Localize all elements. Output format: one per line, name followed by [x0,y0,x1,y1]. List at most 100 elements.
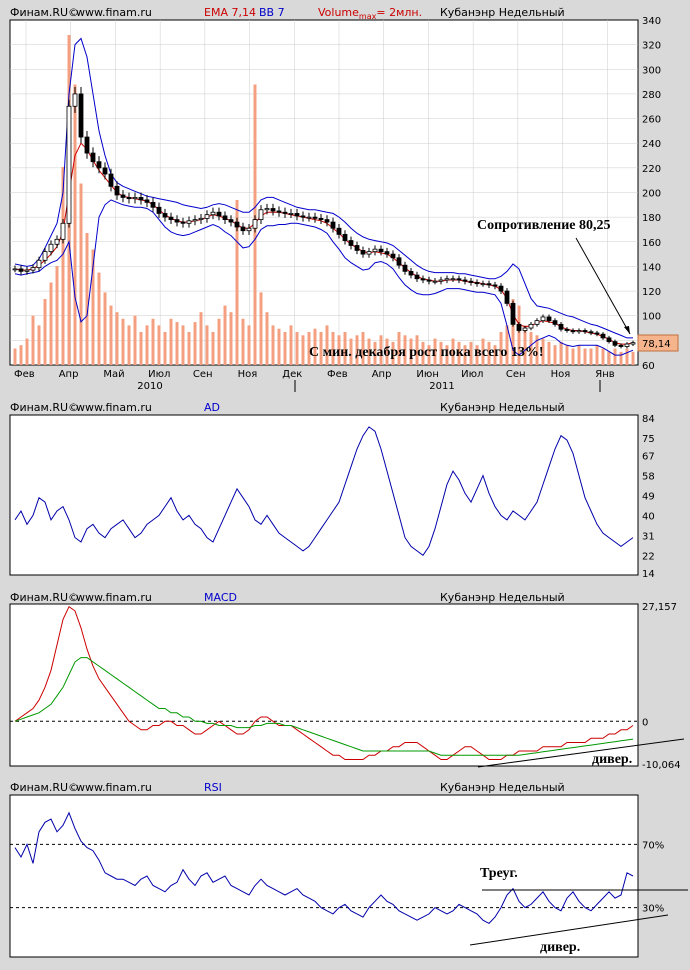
candle-body [108,173,114,187]
volume-bar [475,345,479,365]
candle-body [384,251,390,255]
candle-body [288,213,294,215]
rsi-divergence-label: дивер. [540,940,580,955]
volume-bar [163,332,167,365]
price-y-tick: 340 [642,16,661,27]
price-year-label: 2011 [429,381,454,392]
candle-body [234,221,240,228]
candle-body [528,323,534,329]
candle-body [324,219,330,223]
candle-body [48,243,54,253]
rsi-header-name: RSI [204,781,222,794]
candle-body [474,282,480,285]
candle-body [444,278,450,281]
candle-body [594,332,600,335]
candle-body [84,136,90,154]
price-header-volume: Volumemax= 2млн. [318,6,422,21]
candle-body [66,105,72,224]
volume-bar [481,338,485,365]
volume-bar [517,305,521,365]
volume-bar [493,345,497,365]
candle-body [228,219,234,223]
candle-body [420,278,426,281]
volume-bar [355,335,359,365]
volume-prefix: Volume [318,6,359,19]
candle-body [588,331,594,334]
volume-bar [553,345,557,365]
candle-body [618,344,624,347]
volume-bar [25,338,29,365]
ad-y-tick: 67 [642,452,655,463]
volume-sub: max [359,12,377,21]
candle-body [576,330,582,333]
candle-body [180,221,186,224]
candle-body [414,274,420,280]
volume-bar [571,348,575,365]
ad-line [14,426,634,557]
candle-body [516,323,522,331]
candle-body [132,197,138,200]
volume-bar [523,325,527,365]
volume-bar [271,325,275,365]
candle-body [570,330,576,333]
rsi-triangle-bottom [469,914,669,946]
macd-divergence-label: дивер. [592,752,632,767]
candle-body [360,250,366,255]
volume-bar [361,332,365,365]
bb-lower-line [14,199,634,356]
volume-bar [313,328,317,365]
candle-body [600,333,606,339]
volume-bar [145,325,149,365]
price-y-tick: 100 [642,312,661,323]
volume-bar [409,338,413,365]
volume-bar [289,325,293,365]
volume-bar [589,348,593,365]
ad-y-tick: 22 [642,551,655,562]
volume-bar [367,338,371,365]
candle-body [252,219,258,229]
candle-body [330,221,336,229]
candle-body [12,268,18,271]
price-header-brand: Финам.RU© [10,6,79,19]
candle-body [294,213,300,217]
candle-body [210,211,216,216]
volume-bar [349,338,353,365]
candle-body [306,216,312,219]
volume-bar [31,315,35,365]
volume-bar [85,233,89,365]
ad-y-tick: 58 [642,472,655,483]
volume-bar [217,318,221,365]
volume-bar [535,335,539,365]
volume-bar [133,315,137,365]
candle-body [612,341,618,346]
volume-bar [457,341,461,365]
volume-bar [121,318,125,365]
volume-bar [595,345,599,365]
price-header-site: www.finam.ru [76,6,152,19]
volume-bar [151,318,155,365]
volume-bar [175,322,179,365]
rsi-header-brand: Финам.RU© [10,781,79,794]
price-panel: Финам.RU© www.finam.ru EMA 7,14 BB 7 Vol… [9,6,679,392]
volume-bar [265,312,269,365]
volume-bar [385,338,389,365]
macd-divergence-line [477,738,685,768]
price-x-tick: Фев [327,369,348,380]
candle-body [270,208,276,212]
volume-bar [61,167,65,365]
candle-body [498,285,504,292]
candle-body [282,211,288,214]
candle-body [156,206,162,214]
macd-series-1 [14,657,634,756]
macd-header-name: MACD [204,591,237,604]
candle-body [120,194,126,198]
price-x-tick: Фев [14,369,35,380]
rsi-triangle-label: Треуг. [480,866,518,881]
volume-bar [583,348,587,365]
volume-bar [487,341,491,365]
volume-bar [187,332,191,365]
volume-bar [415,335,419,365]
candle-body [534,320,540,325]
candle-body [354,245,360,251]
volume-bar [463,345,467,365]
